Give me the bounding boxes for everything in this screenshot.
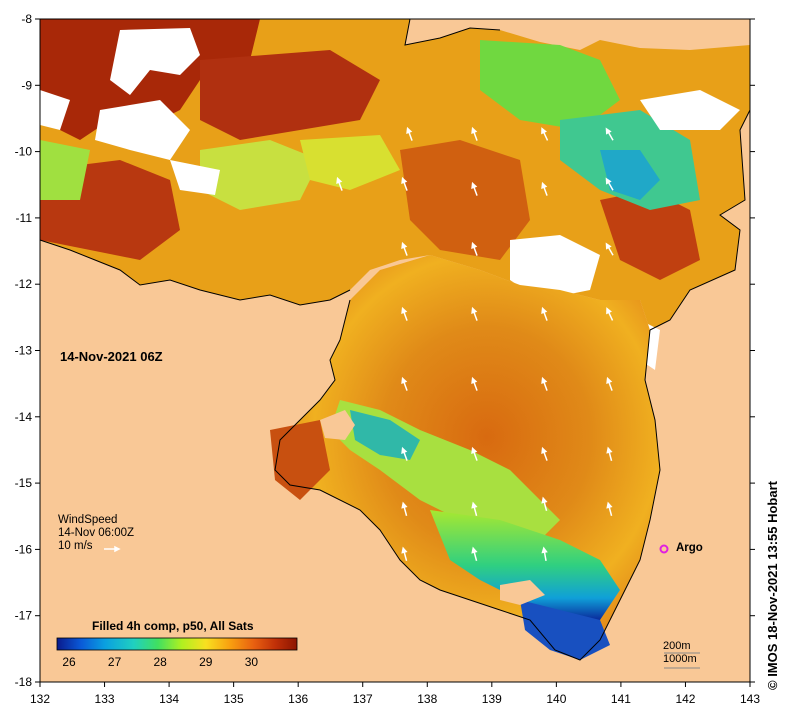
cool-patch	[200, 140, 320, 210]
lon-tick-label: 136	[288, 692, 308, 706]
lat-tick-label: -14	[15, 410, 33, 424]
legend-tick-label: 27	[107, 655, 122, 669]
credit-text: © IMOS 18-Nov-2021 13:55 Hobart	[765, 481, 780, 690]
wind-scale: 10 m/s	[58, 540, 93, 552]
cool-patch	[480, 40, 620, 130]
warm-patch	[40, 19, 260, 140]
no-data-region	[510, 235, 600, 300]
island	[500, 580, 545, 605]
lat-tick-label: -13	[15, 344, 33, 358]
wind-scale-arrow	[104, 545, 121, 553]
lon-tick-label: 141	[611, 692, 631, 706]
cool-patch	[600, 150, 660, 200]
lon-tick-label: 133	[95, 692, 115, 706]
legend-tick-label: 26	[62, 655, 76, 669]
lon-tick-label: 132	[30, 692, 50, 706]
scale-label-200m: 200m	[663, 640, 691, 652]
warm-patch	[400, 140, 530, 260]
coastline	[274, 299, 661, 661]
legend-colorbar	[56, 637, 298, 651]
lat-tick-label: -15	[15, 476, 33, 490]
coastline	[39, 239, 351, 306]
depth-scale: 200m 1000m	[663, 640, 697, 666]
scale-label-1000m: 1000m	[663, 653, 697, 665]
cool-tongue	[430, 510, 620, 620]
lon-tick-label: 134	[159, 692, 179, 706]
lon-tick-label: 140	[546, 692, 566, 706]
cool-tongue	[520, 600, 610, 660]
lat-tick-label: -18	[15, 675, 33, 689]
legend-title: Filled 4h comp, p50, All Sats	[92, 619, 254, 633]
lon-tick-label: 137	[353, 692, 373, 706]
wind-time: 14-Nov 06:00Z	[58, 527, 135, 539]
legend-tick-label: 30	[244, 655, 259, 669]
argo-label: Argo	[676, 542, 703, 554]
no-data-region	[40, 90, 70, 130]
date-label: 14-Nov-2021 06Z	[60, 349, 163, 364]
island	[320, 410, 355, 440]
cool-patch	[300, 135, 400, 190]
lon-tick-label: 138	[417, 692, 437, 706]
lon-tick-label: 143	[740, 692, 760, 706]
cool-patch	[40, 140, 90, 200]
warm-patch	[600, 190, 700, 280]
warm-patch	[200, 50, 380, 140]
coastline	[649, 109, 751, 331]
lat-tick-label: -8	[21, 12, 32, 26]
no-data-region	[640, 90, 740, 130]
lat-tick-label: -16	[15, 542, 33, 556]
argo-marker	[659, 544, 669, 554]
wind-vectors	[336, 126, 614, 562]
wind-title: WindSpeed	[58, 514, 118, 526]
island	[290, 370, 330, 395]
latitude-axis: -8 -9 -10 -11 -12 -13 -14 -15 -16 -17 -18	[15, 12, 755, 689]
lon-tick-label: 142	[675, 692, 695, 706]
no-data-region	[110, 28, 200, 95]
lat-tick-label: -17	[15, 609, 33, 623]
no-data-region	[95, 100, 190, 160]
legend-tick-label: 29	[199, 655, 213, 669]
lat-tick-label: -10	[15, 145, 33, 159]
lat-tick-label: -12	[15, 277, 33, 291]
no-data-region	[170, 160, 220, 195]
lon-tick-label: 139	[482, 692, 502, 706]
lat-tick-label: -9	[21, 78, 32, 92]
legend-tick-label: 28	[153, 655, 167, 669]
lon-tick-label: 135	[224, 692, 244, 706]
lat-tick-label: -11	[16, 211, 33, 225]
longitude-axis: 132 133 134 135 136 137 138 139 140 141 142 143	[30, 682, 760, 706]
wind-legend: WindSpeed 14-Nov 06:00Z 10 m/s	[58, 514, 134, 553]
coastline	[404, 18, 501, 46]
